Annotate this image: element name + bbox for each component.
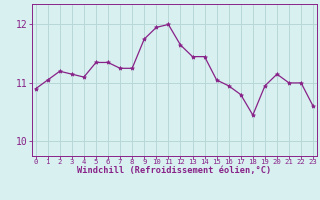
X-axis label: Windchill (Refroidissement éolien,°C): Windchill (Refroidissement éolien,°C) (77, 166, 272, 175)
